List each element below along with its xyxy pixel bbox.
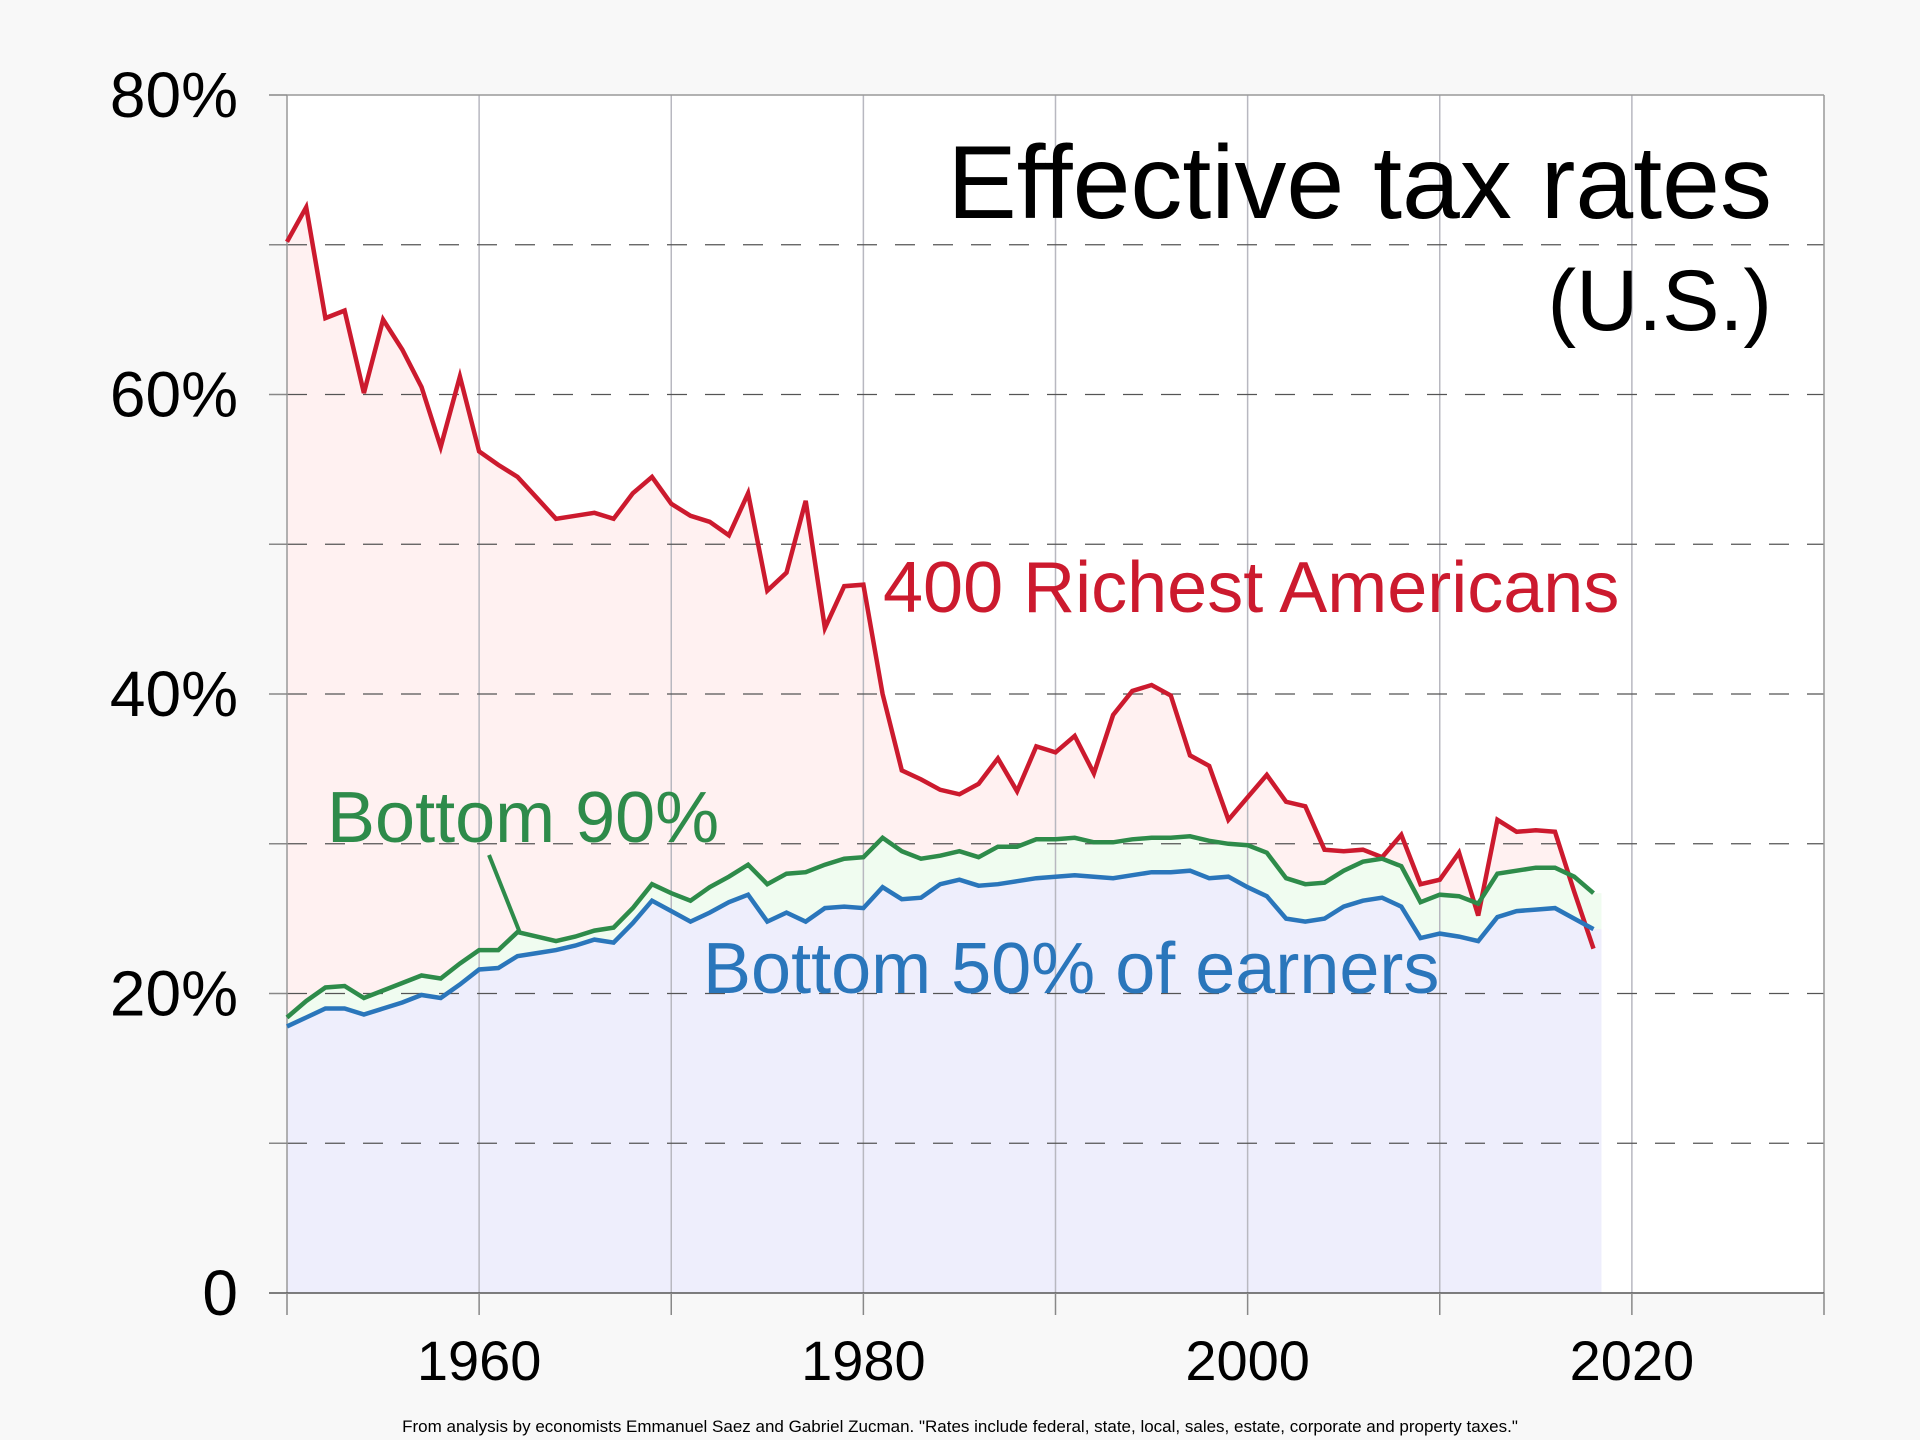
- y-tick-label-60: 60%: [110, 359, 238, 431]
- x-tick-label-2020: 2020: [1570, 1329, 1695, 1392]
- series-line-bottom-50: [286, 868, 1595, 1029]
- series-line-bottom-90: [285, 834, 1595, 1020]
- bottom-90-leader-line: [487, 854, 522, 934]
- grid-lines: [287, 95, 1824, 1293]
- axes: 1960 1980 2000 2020 0 20% 40% 60% 80%: [110, 59, 1825, 1392]
- area-fill-bottom-90: [287, 836, 1602, 1027]
- x-tick-label-1960: 1960: [417, 1329, 542, 1392]
- series-label-bottom-90: Bottom 90%: [327, 778, 719, 858]
- y-tick-label-40: 40%: [110, 658, 238, 730]
- y-tick-label-0: 0: [202, 1257, 238, 1329]
- area-fill-400-richest: [287, 207, 1602, 1018]
- series-lines: [285, 200, 1596, 1029]
- series-label-bottom-50: Bottom 50% of earners: [703, 929, 1439, 1009]
- x-tick-label-1980: 1980: [801, 1329, 926, 1392]
- y-tick-label-20: 20%: [110, 958, 238, 1030]
- series-label-400-richest: 400 Richest Americans: [883, 548, 1619, 628]
- area-fills: [287, 207, 1602, 1293]
- y-tick-label-80: 80%: [110, 59, 238, 131]
- series-line-400-richest: [285, 200, 1596, 950]
- chart-subtitle: (U.S.): [1547, 253, 1772, 349]
- x-tick-label-2000: 2000: [1185, 1329, 1310, 1392]
- area-fill-bottom-50: [287, 870, 1602, 1293]
- chart-title: Effective tax rates: [947, 125, 1772, 241]
- source-footnote: From analysis by economists Emmanuel Sae…: [402, 1417, 1518, 1436]
